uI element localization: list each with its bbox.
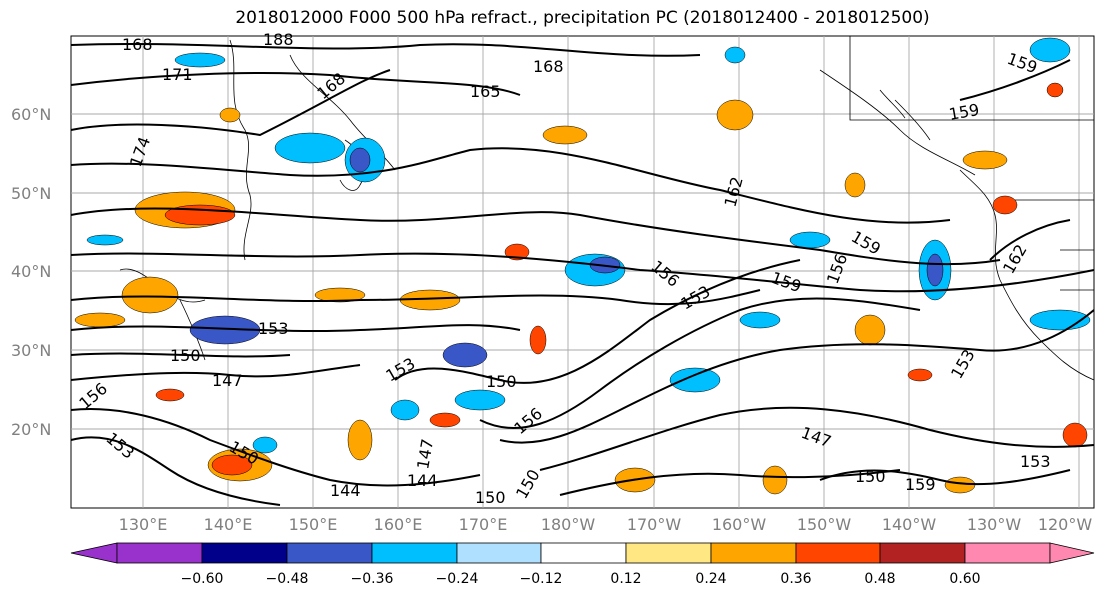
lat-label: 30°N (11, 341, 52, 360)
contour-label: 159 (905, 475, 936, 494)
colorbar-tick-label: 0.24 (695, 571, 727, 587)
lon-label: 130°W (966, 515, 1022, 534)
contour-label: 144 (330, 481, 361, 500)
contour-label: 144 (407, 471, 438, 490)
negative-anomaly-patches (86, 37, 1091, 454)
colorbar-bin (456, 542, 542, 564)
colorbar-bin (964, 542, 1051, 564)
lon-label: 160°W (711, 515, 767, 534)
contour-label: 165 (470, 82, 501, 101)
lon-label: 170°E (458, 515, 508, 534)
contour-label: 168 (533, 57, 564, 76)
lon-label: 140°E (203, 515, 253, 534)
lat-label: 50°N (11, 184, 52, 203)
colorbar-tick-label: −0.60 (180, 571, 224, 587)
colorbar-tick-label: −0.24 (435, 571, 479, 587)
colorbar-tick-label: 0.60 (949, 571, 981, 587)
colorbar-tick-label: 0.48 (864, 571, 896, 587)
map-title: 2018012000 F000 500 hPa refract., precip… (235, 8, 930, 28)
lon-label: 120°W (1037, 515, 1093, 534)
colorbar-extend-low (70, 542, 118, 564)
lon-label: 150°W (796, 515, 852, 534)
contour-label: 188 (263, 30, 294, 49)
contour-label: 147 (212, 371, 243, 390)
colorbar-extend-high (1049, 542, 1095, 564)
refractivity-contours (70, 42, 1095, 506)
colorbar-bin (286, 542, 373, 564)
colorbar-bin (201, 542, 288, 564)
contour-label: 153 (258, 319, 289, 338)
colorbar-bin (116, 542, 203, 564)
contour-label: 150 (855, 467, 886, 486)
contour-label: 150 (475, 488, 506, 507)
colorbar-bin (795, 542, 881, 564)
contour-label: 168 (122, 35, 153, 54)
lat-label: 40°N (11, 262, 52, 281)
colorbar-tick-label: 0.12 (610, 571, 642, 587)
colorbar-bin (879, 542, 966, 564)
lon-label: 130°E (118, 515, 168, 534)
lon-label: 160°E (373, 515, 423, 534)
lat-label: 60°N (11, 105, 52, 124)
colorbar (70, 542, 1095, 564)
contour-label: 153 (1020, 452, 1051, 471)
contour-label: 171 (162, 65, 193, 84)
colorbar-tick-label: −0.36 (350, 571, 394, 587)
lon-label: 150°E (288, 515, 338, 534)
colorbar-bin (540, 542, 627, 564)
colorbar-bin (371, 542, 458, 564)
lon-label: 140°W (881, 515, 937, 534)
lon-label: 180°W (540, 515, 596, 534)
colorbar-bin (625, 542, 712, 564)
contour-label: 150 (486, 372, 517, 391)
colorbar-bin (710, 542, 797, 564)
contour-label: 150 (170, 346, 201, 365)
colorbar-tick-label: 0.36 (780, 571, 812, 587)
colorbar-tick-label: −0.12 (519, 571, 563, 587)
lat-label: 20°N (11, 420, 52, 439)
lon-label: 170°W (626, 515, 682, 534)
colorbar-tick-label: −0.48 (265, 571, 309, 587)
